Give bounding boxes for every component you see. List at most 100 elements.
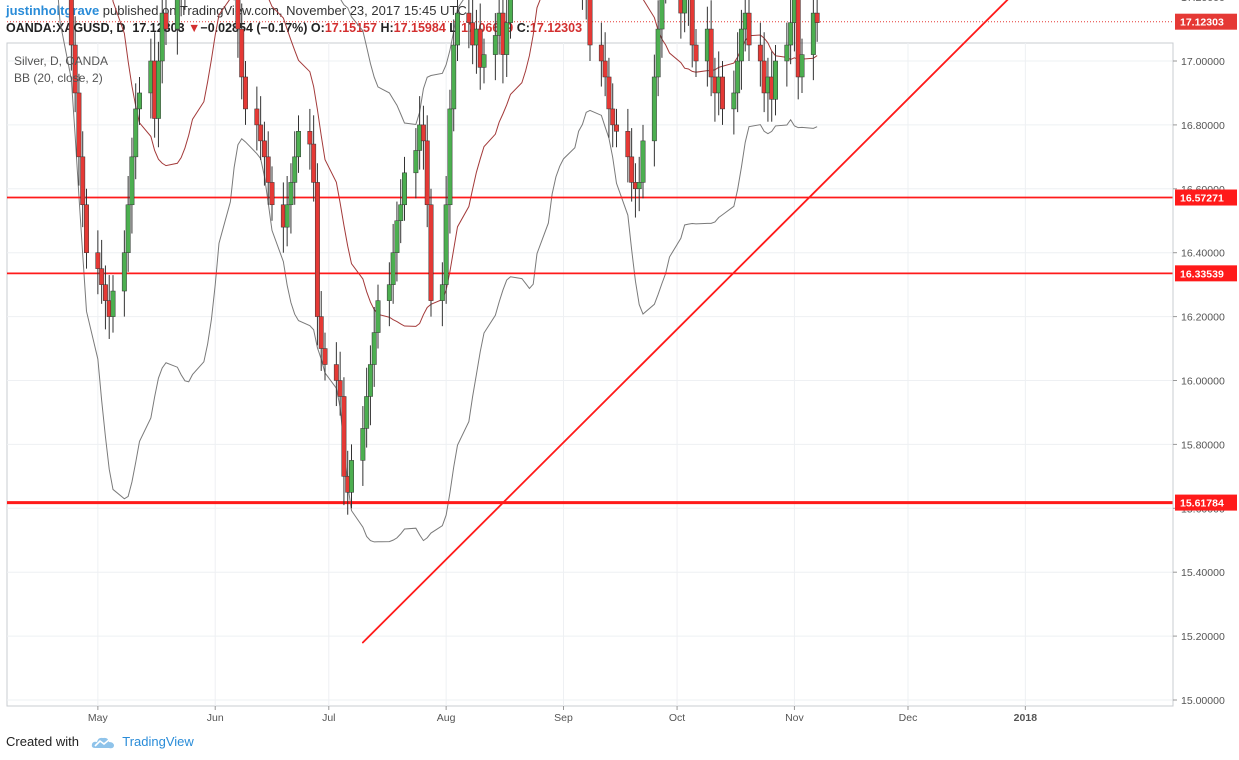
price-level-tag-label: 15.61784 (1180, 498, 1224, 510)
plot-area[interactable] (6, 42, 1174, 707)
candle-body (492, 35, 498, 55)
close-label: C: (516, 21, 530, 35)
y-tick-label: 15.80000 (1181, 439, 1225, 451)
candle-body (636, 182, 642, 190)
candle-body (265, 156, 271, 183)
candle-body (288, 182, 294, 206)
candle-body (693, 44, 699, 62)
candle-body (296, 131, 301, 158)
y-tick-label: 16.80000 (1181, 120, 1225, 132)
tradingview-link[interactable]: TradingView (122, 734, 194, 749)
price-level-tag (1175, 494, 1237, 511)
candle-body (629, 156, 635, 183)
candle-body (735, 60, 741, 94)
candle-body (689, 0, 695, 46)
bollinger-bands (57, 0, 818, 543)
candle-body (746, 12, 752, 46)
candle-body (413, 150, 419, 174)
y-tick-label: 15.40000 (1181, 567, 1225, 579)
x-tick-label: Oct (669, 712, 685, 724)
high-value: 17.15984 (393, 21, 446, 35)
candle-body (390, 252, 396, 285)
candle-body (133, 108, 139, 158)
candle-body (333, 364, 339, 381)
candle-body (137, 92, 142, 110)
candle-body (364, 396, 370, 429)
publish-header: justinholtgrave published on TradingView… (6, 3, 467, 18)
price-level-tag-label: 16.33539 (1180, 268, 1224, 280)
price-chart[interactable]: 15.0000015.2000015.4000015.6000015.80000… (0, 0, 1239, 730)
candle-body (258, 124, 264, 142)
candle-body (159, 12, 165, 62)
time-axis[interactable]: May Jun Jul Aug Sep Oct Nov Dec 2018 (88, 706, 1037, 724)
candle-body (795, 0, 801, 78)
x-tick-label: Dec (899, 712, 918, 724)
candle-body (810, 12, 816, 55)
candle-body (314, 182, 320, 317)
candle-body (659, 0, 665, 30)
open-value: 17.15157 (324, 21, 377, 35)
legend-indicator: BB (20, close, 2) (14, 71, 103, 85)
candle-body (477, 28, 483, 68)
candle-body (95, 252, 101, 269)
last-price-tag-label: 17.12303 (1180, 17, 1224, 29)
candle-body (504, 22, 510, 55)
trendlines[interactable] (7, 0, 1120, 644)
candle-body (720, 76, 725, 110)
price-axis[interactable]: 15.0000015.2000015.4000015.6000015.80000… (1173, 0, 1225, 707)
candle-body (773, 60, 778, 100)
symbol-label: OANDA:XAGUSD, D (6, 21, 126, 35)
candle-body (375, 300, 381, 333)
bb-lower-line (57, 0, 818, 543)
candle-body (708, 28, 714, 78)
candle-body (349, 460, 354, 493)
y-tick-label: 15.00000 (1181, 695, 1225, 707)
candle-body (447, 108, 453, 206)
candle-body (269, 182, 275, 206)
candle-body (371, 332, 377, 365)
footer: Created with TradingView (6, 734, 194, 750)
candle-body (72, 44, 78, 94)
candle-body (402, 172, 407, 206)
candle-body (102, 284, 108, 301)
x-tick-label: Jun (207, 712, 224, 724)
candle-body (163, 12, 169, 30)
candle-body (428, 204, 434, 301)
candle-body (243, 76, 248, 110)
candle-body (99, 268, 105, 285)
candle-body (322, 348, 328, 365)
legend-title: Silver, D, OANDA (14, 54, 108, 68)
y-tick-label: 16.40000 (1181, 248, 1225, 260)
price-level-tag (1175, 265, 1237, 282)
author-link[interactable]: justinholtgrave (6, 3, 100, 18)
x-tick-label: May (88, 712, 109, 724)
candle-body (606, 76, 612, 110)
candle-body (68, 0, 74, 46)
candle-body (84, 204, 89, 253)
price-level-tag (1175, 189, 1237, 206)
candle-body (76, 92, 82, 158)
candle-body (254, 108, 260, 126)
candle-body (451, 44, 457, 110)
tradingview-cloud-icon (91, 737, 114, 748)
candle-body (360, 428, 366, 461)
bb-upper-line (340, 0, 791, 126)
candle-body (610, 108, 616, 126)
candle-body (757, 44, 763, 62)
candle-body (386, 284, 392, 301)
candle-body (466, 12, 472, 23)
y-tick-label: 17.20000 (1181, 0, 1225, 4)
publish-info: published on TradingView.com, November 2… (99, 3, 467, 18)
candle-body (788, 22, 794, 46)
trendline-ascending-support (361, 0, 1009, 644)
candle-body (155, 60, 161, 119)
last-price-tag (1175, 13, 1237, 30)
candle-body (292, 156, 298, 183)
down-arrow-icon: ▼ (188, 21, 201, 35)
high-label: H: (380, 21, 394, 35)
bb-middle-line (112, 0, 818, 327)
candle-body (455, 12, 460, 46)
candle-body (337, 380, 343, 397)
x-tick-label: Sep (554, 712, 573, 724)
